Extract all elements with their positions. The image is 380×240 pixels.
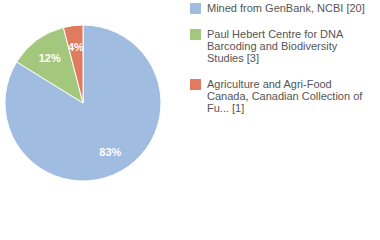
legend-label: Paul Hebert Centre for DNABarcoding and … (207, 28, 344, 64)
data-label: 83% (99, 146, 121, 158)
pie-slice (5, 25, 161, 181)
legend-label-line: Studies [3] (207, 52, 259, 64)
legend-label-line: Barcoding and Biodiversity (207, 40, 338, 52)
data-labels: 83% 12% 4% (39, 41, 122, 158)
pie-slice (63, 25, 83, 103)
legend-swatch (190, 3, 201, 14)
legend-swatch (190, 79, 201, 90)
legend-label-line: Mined from GenBank, NCBI [20] (207, 2, 365, 14)
data-label: 12% (39, 52, 61, 64)
pie (5, 25, 161, 181)
legend: Mined from GenBank, NCBI [20] Paul Hebert… (190, 2, 365, 114)
legend-label: Agriculture and Agri-FoodCanada, Canadia… (207, 78, 363, 114)
data-label: 4% (68, 41, 84, 53)
legend-label-line: Paul Hebert Centre for DNA (207, 28, 344, 40)
chart: 83% 12% 4% Mined from GenBank, NCBI [20] Pau… (0, 0, 380, 240)
legend-label: Mined from GenBank, NCBI [20] (207, 2, 365, 14)
legend-label-line: Fu... [1] (207, 102, 244, 114)
legend-label-line: Agriculture and Agri-Food (207, 78, 332, 90)
legend-label-line: Canada, Canadian Collection of (207, 90, 363, 102)
legend-swatch (190, 29, 201, 40)
